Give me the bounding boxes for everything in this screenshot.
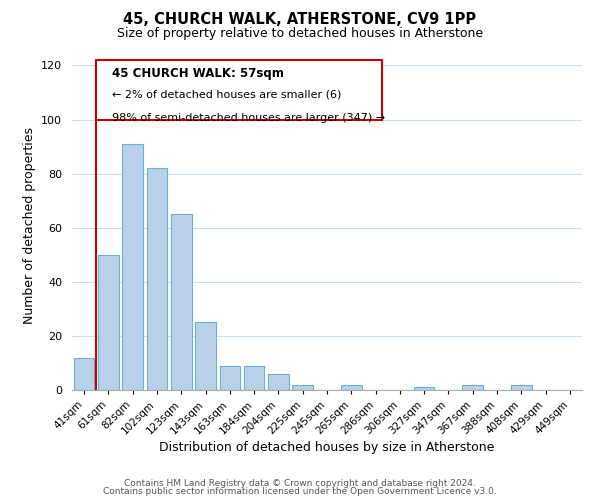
Bar xyxy=(74,358,94,390)
X-axis label: Distribution of detached houses by size in Atherstone: Distribution of detached houses by size … xyxy=(160,442,494,454)
Bar xyxy=(146,168,167,390)
Bar xyxy=(463,384,483,390)
Bar xyxy=(292,384,313,390)
Bar xyxy=(268,374,289,390)
Bar xyxy=(414,388,434,390)
Bar xyxy=(195,322,216,390)
Bar xyxy=(98,255,119,390)
Text: 45 CHURCH WALK: 57sqm: 45 CHURCH WALK: 57sqm xyxy=(112,66,283,80)
Y-axis label: Number of detached properties: Number of detached properties xyxy=(23,126,35,324)
Bar xyxy=(511,384,532,390)
Text: Contains HM Land Registry data © Crown copyright and database right 2024.: Contains HM Land Registry data © Crown c… xyxy=(124,478,476,488)
Bar xyxy=(122,144,143,390)
Bar xyxy=(341,384,362,390)
Bar xyxy=(220,366,240,390)
Bar xyxy=(171,214,191,390)
Bar xyxy=(244,366,265,390)
Text: 45, CHURCH WALK, ATHERSTONE, CV9 1PP: 45, CHURCH WALK, ATHERSTONE, CV9 1PP xyxy=(124,12,476,28)
FancyBboxPatch shape xyxy=(96,60,382,120)
Text: Size of property relative to detached houses in Atherstone: Size of property relative to detached ho… xyxy=(117,28,483,40)
Text: 98% of semi-detached houses are larger (347) →: 98% of semi-detached houses are larger (… xyxy=(112,113,385,123)
Text: ← 2% of detached houses are smaller (6): ← 2% of detached houses are smaller (6) xyxy=(112,90,341,100)
Text: Contains public sector information licensed under the Open Government Licence v3: Contains public sector information licen… xyxy=(103,487,497,496)
